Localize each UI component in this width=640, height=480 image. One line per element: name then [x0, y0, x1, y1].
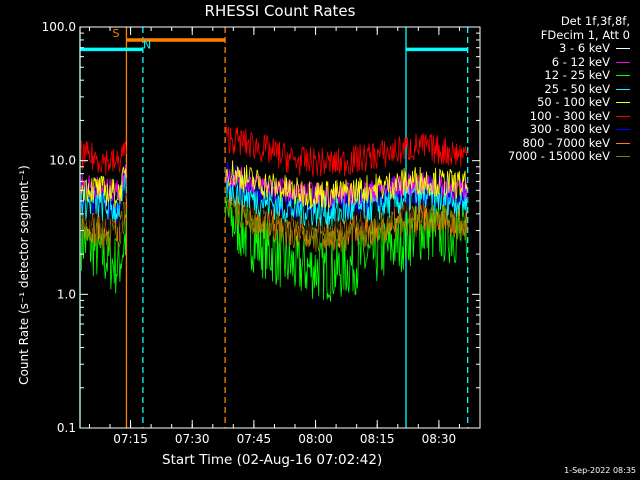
x-tick-label-0: 07:15 — [113, 432, 148, 446]
plot-frame — [79, 26, 481, 429]
legend-entry-label: 50 - 100 keV — [537, 95, 610, 109]
legend-entry-label: 25 - 50 keV — [544, 81, 610, 96]
legend-entry-label: 300 - 800 keV — [529, 122, 610, 136]
y-axis-label: Count Rate (s⁻¹ detector segment⁻¹) — [17, 165, 31, 385]
legend-header-1: FDecim 1, Att 0 — [540, 27, 630, 42]
series-trace-5 — [81, 124, 468, 177]
legend-swatch — [616, 48, 630, 49]
legend-entry-label: 12 - 25 keV — [544, 68, 610, 82]
legend-entry-3: 25 - 50 keV — [544, 82, 630, 96]
legend-entry-0: 3 - 6 keV — [559, 41, 630, 55]
plot-axes: 0.1 1.0 10.0 100.0 07:15 07:30 07:45 08:00 08:15… — [42, 20, 481, 446]
legend-swatch — [616, 75, 630, 76]
y-tick-label-2: 10.0 — [49, 154, 76, 168]
legend-entry-label: 7000 - 15000 keV — [507, 149, 610, 163]
legend-entry-label: 100 - 300 keV — [529, 108, 610, 123]
legend-entry-4: 50 - 100 keV — [537, 95, 630, 109]
annotation-label-0: S — [112, 27, 119, 40]
x-tick-label-5: 08:30 — [422, 432, 457, 446]
legend-entry-7: 800 - 7000 keV — [522, 136, 630, 150]
legend-swatch — [616, 129, 630, 130]
y-tick-label-3: 100.0 — [42, 20, 76, 34]
legend-entry-5: 100 - 300 keV — [530, 109, 630, 123]
y-tick-label-0: 0.1 — [57, 421, 76, 435]
legend-header-0: Det 1f,3f,8f, — [560, 14, 630, 28]
legend-entry-label: 3 - 6 keV — [559, 41, 610, 55]
x-tick-label-3: 08:00 — [298, 432, 333, 446]
legend-swatch — [616, 61, 630, 63]
legend-entry-8: 7000 - 15000 keV — [508, 149, 630, 163]
legend-entry-1: 6 - 12 keV — [552, 55, 630, 69]
series-trace-8 — [81, 187, 468, 253]
x-axis-label: Start Time (02-Aug-16 07:02:42) — [162, 452, 383, 468]
annotation-label-1: N — [143, 38, 151, 51]
legend-swatch — [616, 102, 630, 103]
x-tick-label-2: 07:45 — [237, 432, 272, 446]
legend-entry-label: 6 - 12 keV — [551, 54, 610, 69]
legend-entry-label: 800 - 7000 keV — [522, 135, 610, 150]
legend-swatch — [616, 156, 630, 157]
annotation-bars: SN — [80, 27, 468, 51]
x-tick-label-4: 08:15 — [360, 432, 395, 446]
legend-swatch — [616, 142, 630, 144]
y-tick-label-1: 1.0 — [57, 287, 76, 301]
legend-swatch — [616, 88, 630, 90]
legend-swatch — [616, 115, 630, 117]
legend-entry-6: 300 - 800 keV — [530, 122, 630, 136]
chart-title: RHESSI Count Rates — [204, 2, 356, 20]
timestamp: 1-Sep-2022 08:35 — [564, 466, 636, 475]
series-trace-4 — [81, 160, 468, 209]
data-traces — [81, 124, 468, 302]
x-tick-label-1: 07:30 — [175, 432, 210, 446]
legend-entry-2: 12 - 25 keV — [544, 68, 630, 82]
